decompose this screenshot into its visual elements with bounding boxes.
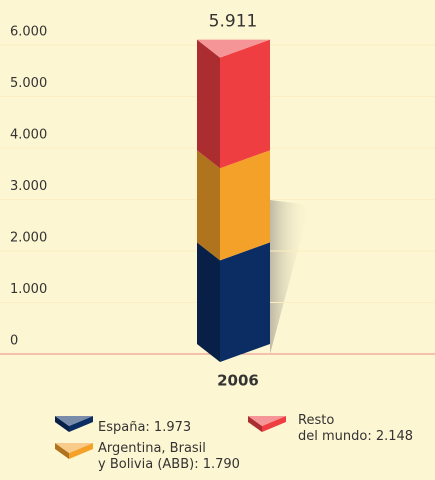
total-label: 5.911 — [209, 12, 258, 32]
y-tick-label: 4.000 — [10, 128, 47, 143]
y-tick-label: 2.000 — [10, 231, 47, 246]
legend-label: España: 1.973 — [98, 420, 192, 435]
legend-icon-side — [55, 416, 69, 432]
y-tick-label: 0 — [10, 334, 18, 349]
bar-top — [197, 39, 270, 58]
y-tick-label: 1.000 — [10, 282, 47, 297]
y-tick-label: 5.000 — [10, 76, 47, 91]
bar-side — [197, 150, 220, 261]
y-tick-label: 6.000 — [10, 25, 47, 40]
legend-icon-side — [248, 416, 262, 432]
legend-icon-top — [248, 416, 286, 426]
legend-icon-front — [69, 416, 93, 432]
bar-front — [220, 150, 270, 261]
x-tick-label: 2006 — [217, 372, 259, 390]
legend-label: Resto del mundo: 2.148 — [298, 413, 414, 444]
legend-icon-side — [55, 443, 69, 459]
bar-front — [220, 242, 270, 362]
legend-icon-front — [262, 416, 286, 432]
bar-front — [220, 39, 270, 169]
shadow — [270, 200, 310, 354]
bar-side — [197, 39, 220, 169]
legend-label: Argentina, Brasil y Bolivia (ABB): 1.790 — [98, 441, 240, 472]
legend-icon-top — [55, 416, 93, 426]
y-tick-label: 3.000 — [10, 179, 47, 194]
legend-icon-front — [69, 443, 93, 459]
bar-side — [197, 242, 220, 362]
legend-icon-top — [55, 443, 93, 453]
